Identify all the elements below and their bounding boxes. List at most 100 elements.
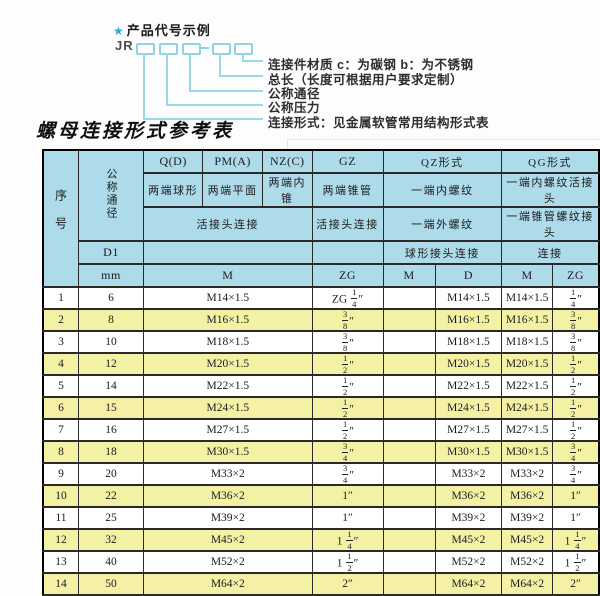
table-row: 7 16 M27×1.5 1 2 ″ M27×1.5 M27×1.5 1 2 ″ — [42, 418, 600, 442]
cell-qz-m — [382, 330, 436, 354]
cell-gz: 1 2 ″ — [311, 418, 384, 442]
cell-qz-m — [382, 352, 436, 376]
cell-qg-m: M30×1.5 — [501, 440, 554, 464]
leader-line-h5 — [242, 60, 263, 62]
table-row: 5 14 M22×1.5 1 2 ″ M22×1.5 M22×1.5 1 2 ″ — [42, 374, 600, 398]
cell-dn: 32 — [78, 528, 144, 552]
cell-qg-zg: 1″ — [552, 484, 600, 508]
cell-dn: 8 — [78, 308, 144, 332]
header-union-row3: 活接头连接 — [143, 206, 313, 242]
cell-m: M27×1.5 — [143, 418, 313, 442]
cell-qg-m: M14×1.5 — [501, 286, 554, 310]
header-qz-d: D — [434, 263, 503, 288]
cell-dn: 25 — [78, 506, 144, 530]
cell-dn: 40 — [78, 550, 144, 574]
table-body: 1 6 M14×1.5 ZG 1 4 ″ M14×1.5 M14×1.5 1 4 ″ 2 8 M16×1… — [42, 286, 600, 596]
leader-line-v5 — [242, 53, 244, 61]
table-header: 序号 公称通径 Q(D) PM(A) NZ(C) GZ QZ形式 QG形式 两端… — [42, 149, 600, 288]
cell-gz: 1″ — [311, 484, 384, 508]
code-dash — [200, 47, 209, 49]
cell-qg-m: M16×1.5 — [501, 308, 554, 332]
code-box-3 — [182, 43, 201, 55]
header-blank-gz — [311, 240, 384, 265]
cell-qz-m — [382, 462, 436, 486]
leader-line-v3 — [189, 53, 191, 91]
cell-qg-m: M36×2 — [501, 484, 554, 508]
label-length: 总长（长度可根据用户要求定制） — [268, 73, 464, 87]
code-box-4 — [212, 43, 231, 55]
table-row: 3 10 M18×1.5 3 8 ″ M18×1.5 M18×1.5 3 8 ″ — [42, 330, 600, 354]
star-icon: ★ — [113, 24, 125, 38]
header-unit: mm — [78, 263, 144, 288]
cell-m: M22×1.5 — [143, 374, 313, 398]
table-row: 2 8 M16×1.5 3 8 ″ M16×1.5 M16×1.5 3 8 ″ — [42, 308, 600, 332]
header-qz-row4: 球形接头连接 — [382, 240, 503, 265]
cell-qg-zg: 3 4 ″ — [552, 462, 600, 486]
table-row: 10 22 M36×2 1″ M36×2 M36×2 1″ — [42, 484, 600, 508]
cell-gz: 1 2 ″ — [311, 396, 384, 420]
cell-qg-zg: 3 8 ″ — [552, 308, 600, 332]
nut-connection-table: 序号 公称通径 Q(D) PM(A) NZ(C) GZ QZ形式 QG形式 两端… — [42, 149, 600, 596]
label-pressure: 公称压力 — [268, 101, 321, 115]
cell-m: M36×2 — [143, 484, 313, 508]
label-conn-form: 连接形式：见金属软管常用结构形式表 — [268, 116, 490, 130]
cell-qz-d: M52×2 — [434, 550, 503, 574]
cell-qz-d: M20×1.5 — [434, 352, 503, 376]
cell-qg-m: M27×1.5 — [501, 418, 554, 442]
cell-qz-m — [382, 396, 436, 420]
header-code-qg: QG形式 — [501, 149, 600, 174]
cell-seq: 4 — [42, 352, 79, 376]
cell-qz-d: M45×2 — [434, 528, 503, 552]
cell-m: M30×1.5 — [143, 440, 313, 464]
table-row: 11 25 M39×2 1″ M39×2 M39×2 1″ — [42, 506, 600, 530]
cell-dn: 10 — [78, 330, 144, 354]
cell-seq: 11 — [42, 506, 79, 530]
table-row: 4 12 M20×1.5 1 2 ″ M20×1.5 M20×1.5 1 2 ″ — [42, 352, 600, 376]
header-qz-row3: 一端外螺纹 — [382, 206, 503, 242]
code-box-1 — [136, 43, 155, 55]
cell-m: M14×1.5 — [143, 286, 313, 310]
leader-line-v1 — [143, 53, 145, 119]
cell-qg-zg: 1 2 ″ — [552, 352, 600, 376]
cell-qz-m — [382, 528, 436, 552]
cell-qg-zg: 1 1 2 ″ — [552, 550, 600, 574]
cell-seq: 10 — [42, 484, 79, 508]
header-nz-ends: 两端内锥 — [261, 172, 313, 208]
header-gz-thread: ZG — [311, 263, 384, 288]
header-qg-zg: ZG — [552, 263, 600, 288]
cell-m: M64×2 — [143, 572, 313, 596]
cell-qg-zg: 1 2 ″ — [552, 374, 600, 398]
header-qz-m: M — [382, 263, 436, 288]
cell-dn: 6 — [78, 286, 144, 310]
cell-qg-zg: 1 4 ″ — [552, 286, 600, 310]
cell-qz-d: M33×2 — [434, 462, 503, 486]
cell-gz: 1 2 ″ — [311, 352, 384, 376]
cell-qz-d: M39×2 — [434, 506, 503, 530]
leader-line-h3 — [189, 90, 263, 92]
header-q-ends: 两端球形 — [142, 172, 204, 208]
header-seq: 序号 — [42, 149, 79, 288]
cell-qg-m: M45×2 — [501, 528, 554, 552]
cell-qg-zg: 2″ — [552, 572, 600, 596]
cell-gz: 1 1 2 ″ — [311, 550, 384, 574]
leader-line-v4 — [219, 53, 221, 76]
header-code-pm: PM(A) — [202, 149, 263, 174]
cell-gz: 2″ — [311, 572, 384, 596]
cell-qg-m: M20×1.5 — [501, 352, 554, 376]
section-title: 螺母连接形式参考表 — [36, 121, 235, 142]
cell-gz: 3 4 ″ — [311, 440, 384, 464]
leader-line-h4 — [219, 75, 263, 77]
header-qg-row3: 一端锥管螺纹接头 — [501, 206, 600, 242]
cell-qz-m — [382, 572, 436, 596]
table-row: 12 32 M45×2 1 1 4 ″ M45×2 M45×2 1 1 4 ″ — [42, 528, 600, 552]
cell-dn: 12 — [78, 352, 144, 376]
cell-dn: 14 — [78, 374, 144, 398]
cell-dn: 15 — [78, 396, 144, 420]
table-row: 1 6 M14×1.5 ZG 1 4 ″ M14×1.5 M14×1.5 1 4 ″ — [42, 286, 600, 310]
cell-qg-m: M24×1.5 — [501, 396, 554, 420]
cell-qz-m — [382, 550, 436, 574]
cell-qg-m: M22×1.5 — [501, 374, 554, 398]
cell-seq: 14 — [42, 572, 79, 596]
table-row: 14 50 M64×2 2″ M64×2 M64×2 2″ — [42, 572, 600, 596]
cell-qz-m — [382, 440, 436, 464]
